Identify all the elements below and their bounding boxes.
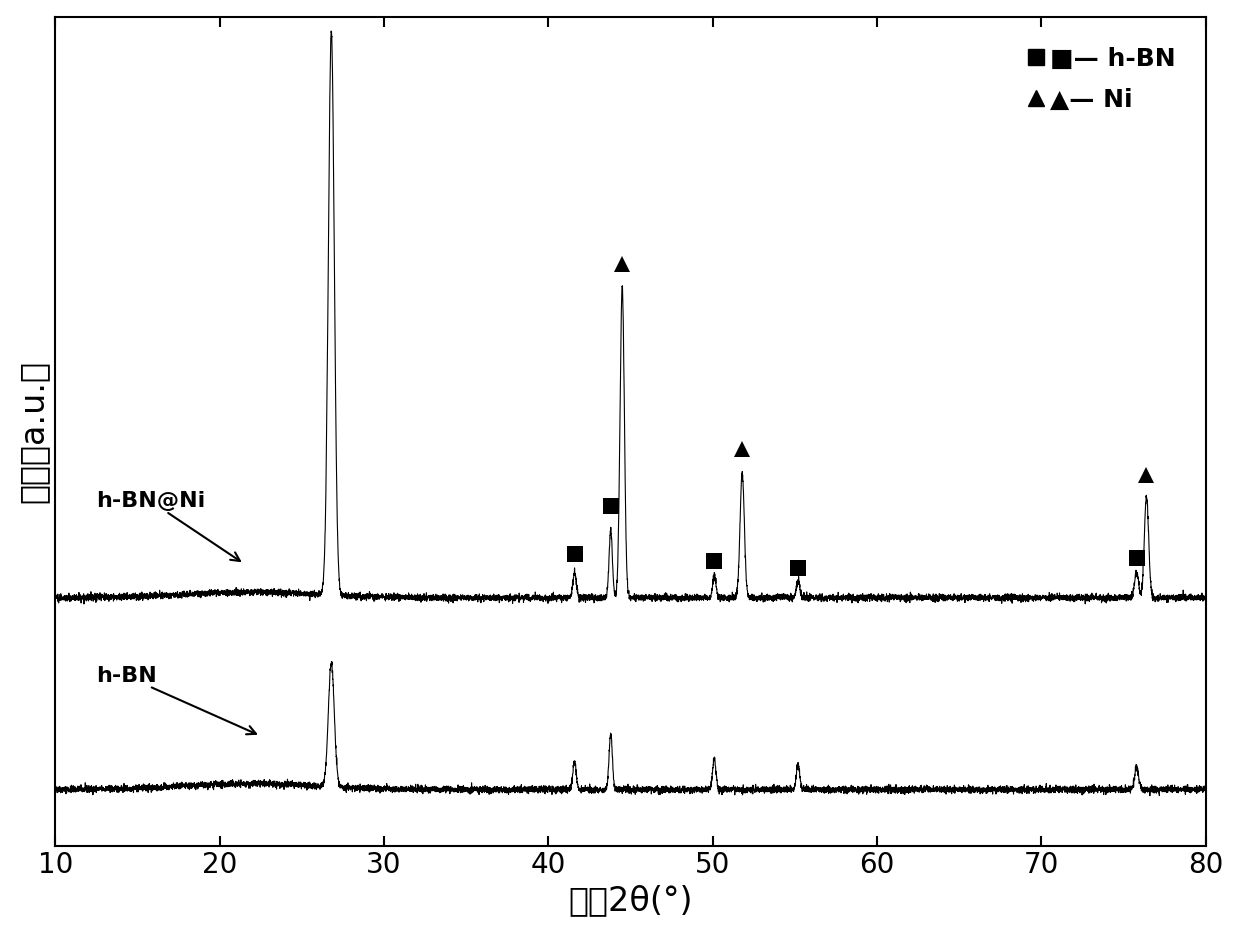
Text: h-BN: h-BN [97, 666, 255, 734]
X-axis label: 角剥2θ(°): 角剥2θ(°) [568, 884, 693, 917]
Text: h-BN@Ni: h-BN@Ni [97, 491, 241, 561]
Legend: ■— h-BN, ▲— Ni: ■— h-BN, ▲— Ni [1021, 36, 1185, 122]
Y-axis label: 强度（a.u.）: 强度（a.u.） [16, 360, 50, 502]
